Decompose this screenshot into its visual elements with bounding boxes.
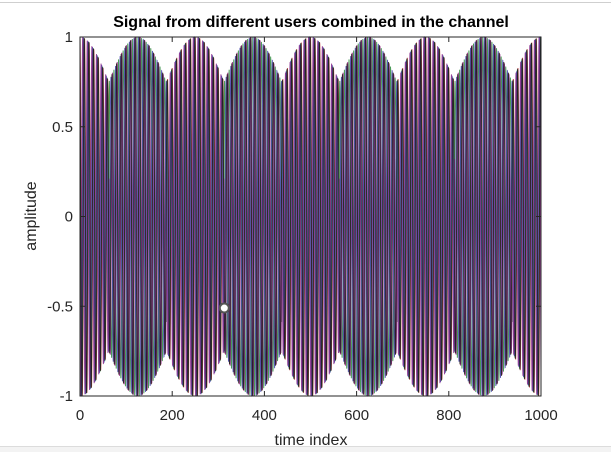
x-tick-label: 1000 [524, 407, 557, 424]
window-bottom-strip [0, 446, 611, 452]
series-layer [79, 35, 542, 397]
x-tick-group: 0 200 400 600 800 1000 [76, 37, 558, 424]
y-tick-label: -0.5 [47, 298, 73, 315]
x-tick-label: 0 [76, 407, 84, 424]
y-tick-label: -1 [60, 388, 73, 405]
window-top-border [0, 0, 611, 3]
y-tick-label: 0.5 [52, 119, 73, 136]
x-axis-label: time index [275, 432, 348, 449]
x-tick-label: 800 [436, 407, 461, 424]
data-tip-marker[interactable] [218, 302, 230, 314]
y-tick-label: 0 [65, 209, 73, 226]
series-line-3 [79, 37, 542, 396]
series-line-4 [79, 37, 542, 396]
chart-title: Signal from different users combined in … [113, 14, 509, 31]
y-tick-label: 1 [65, 29, 73, 46]
x-tick-label: 200 [160, 407, 185, 424]
y-axis-label: amplitude [23, 181, 40, 250]
y-tick-group: -1 -0.5 0 0.5 1 [47, 29, 541, 405]
x-tick-label: 400 [252, 407, 277, 424]
x-tick-label: 600 [344, 407, 369, 424]
